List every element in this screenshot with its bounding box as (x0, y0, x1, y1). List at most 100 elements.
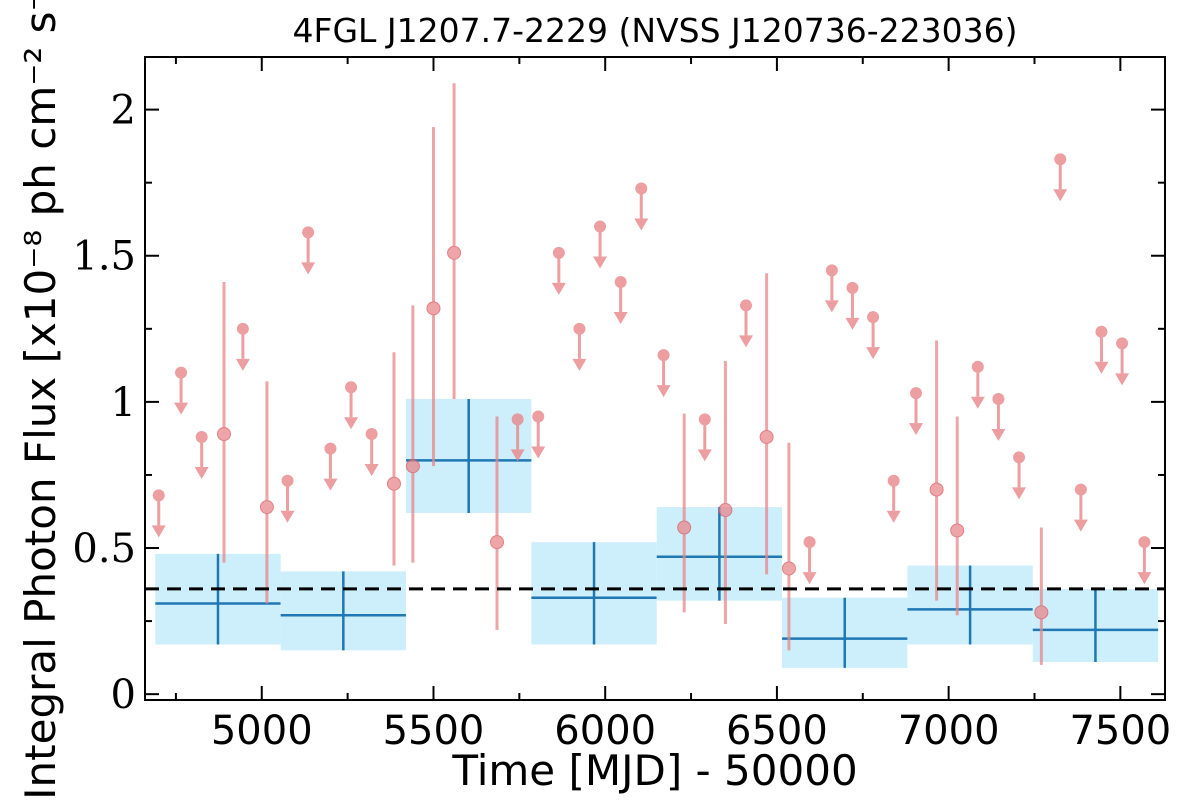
detection-marker (781, 561, 796, 576)
x-axis-label: Time [MJD] - 50000 (451, 746, 857, 795)
upper-limit-arrow (970, 396, 985, 409)
upper-limit-6 (323, 442, 338, 491)
upper-limit-12 (572, 322, 587, 371)
upper-limit-16 (656, 349, 671, 398)
detection-marker (677, 520, 692, 535)
upper-limit-marker (511, 413, 524, 426)
upper-limit-marker (281, 474, 294, 487)
upper-limit-arrow (1094, 361, 1109, 374)
upper-limit-arrow (551, 282, 566, 295)
upper-limit-19 (802, 536, 817, 585)
upper-limit-17 (697, 413, 712, 462)
upper-limit-20 (824, 264, 839, 313)
upper-limit-marker (740, 299, 753, 312)
upper-limit-9 (510, 413, 525, 462)
upper-limit-18 (739, 299, 754, 348)
long-bins-layer (155, 398, 1159, 668)
upper-limit-marker (698, 413, 711, 426)
detection-point-1 (259, 381, 274, 604)
upper-limit-marker (614, 276, 627, 289)
detection-marker (718, 503, 733, 518)
upper-limit-marker (971, 360, 984, 373)
upper-limit-27 (1012, 451, 1027, 500)
upper-limit-arrow (824, 300, 839, 313)
detection-point-3 (405, 305, 420, 563)
detection-marker (929, 482, 944, 497)
short-bins-layer (151, 83, 1152, 665)
upper-limit-32 (1137, 536, 1152, 585)
x-tick-label: 6500 (726, 708, 828, 754)
upper-limit-11 (551, 246, 566, 295)
y-tick-label: 0 (111, 672, 136, 718)
upper-limit-5 (301, 226, 316, 275)
upper-limit-arrow (572, 358, 587, 371)
upper-limit-marker (552, 246, 565, 259)
long-bin-1 (280, 571, 407, 651)
y-tick-label: 1 (111, 380, 136, 426)
detection-point-7 (677, 413, 692, 613)
upper-limit-marker (532, 410, 545, 423)
detection-point-0 (216, 282, 231, 563)
upper-limit-arrow (301, 262, 316, 275)
upper-limit-marker (195, 430, 208, 443)
upper-limit-arrow (613, 312, 628, 325)
detection-marker (447, 245, 462, 260)
upper-limit-3 (235, 322, 250, 371)
upper-limit-29 (1073, 483, 1088, 532)
upper-limit-marker (1138, 536, 1151, 549)
detection-marker (759, 429, 774, 444)
detection-marker (259, 500, 274, 515)
y-tick-label: 0.5 (72, 526, 136, 572)
upper-limit-arrow (593, 256, 608, 269)
upper-limit-arrow (991, 428, 1006, 441)
upper-limit-marker (345, 381, 358, 394)
upper-limit-26 (991, 392, 1006, 441)
detection-point-5 (447, 83, 462, 399)
detection-marker (405, 459, 420, 474)
upper-limit-marker (236, 322, 249, 335)
upper-limit-arrow (909, 423, 924, 436)
upper-limit-marker (992, 392, 1005, 405)
upper-limit-25 (970, 360, 985, 409)
detection-point-13 (1034, 527, 1049, 665)
detection-marker (490, 535, 505, 550)
upper-limit-24 (909, 387, 924, 436)
upper-limit-arrow (866, 347, 881, 360)
upper-limit-arrow (364, 464, 379, 477)
upper-limit-arrow (886, 510, 901, 523)
upper-limit-marker (152, 489, 165, 502)
long-bin-3 (531, 542, 657, 645)
upper-limit-marker (803, 536, 816, 549)
upper-limit-21 (845, 281, 860, 330)
upper-limit-14 (613, 276, 628, 325)
upper-limit-13 (593, 220, 608, 269)
upper-limit-2 (194, 430, 209, 479)
upper-limit-marker (825, 264, 838, 277)
upper-limit-7 (344, 381, 359, 430)
upper-limit-15 (634, 182, 649, 231)
upper-limit-arrow (634, 218, 649, 231)
detection-marker (950, 523, 965, 538)
upper-limit-arrow (151, 525, 166, 538)
upper-limit-23 (886, 474, 901, 523)
upper-limit-marker (594, 220, 607, 233)
upper-limit-arrow (739, 335, 754, 348)
long-bin-4 (656, 507, 783, 601)
long-bin-0 (155, 553, 281, 645)
detection-marker (386, 476, 401, 491)
upper-limit-arrow (1073, 519, 1088, 532)
x-tick-label: 5000 (211, 708, 313, 754)
detection-point-11 (929, 340, 944, 601)
upper-limit-marker (1074, 483, 1087, 496)
upper-limit-arrow (174, 402, 189, 415)
upper-limit-arrow (656, 385, 671, 398)
upper-limit-arrow (802, 572, 817, 585)
upper-limit-30 (1094, 325, 1109, 374)
long-bin-7 (1032, 588, 1159, 663)
long-bin-5 (782, 597, 908, 668)
upper-limit-arrow (1137, 572, 1152, 585)
detection-marker (426, 301, 441, 316)
upper-limit-marker (1013, 451, 1026, 464)
x-tick-label: 6000 (554, 708, 656, 754)
